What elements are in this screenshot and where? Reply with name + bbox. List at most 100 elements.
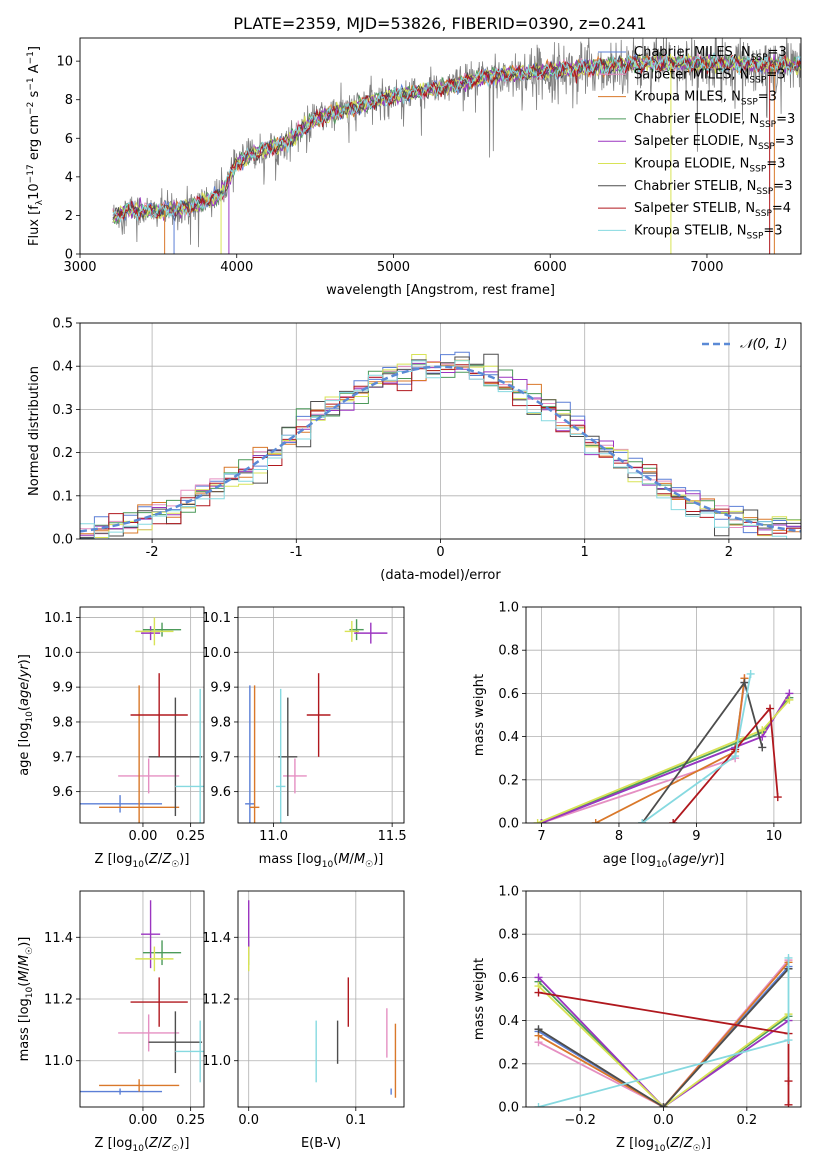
series-chabrier-stelib	[638, 678, 767, 823]
y-tick-label: 9.8	[210, 715, 231, 730]
point-salpeter-elodie	[141, 626, 161, 641]
label-part: Salpeter STELIB, N	[634, 201, 755, 216]
point-chabrier-stelib	[148, 1011, 203, 1074]
y-axis-label: Flux [fλ10−17 erg cm−2 s−1 A−1]	[26, 46, 45, 246]
x-tick-label: 8	[615, 829, 623, 844]
label-part: =3	[766, 67, 785, 82]
x-tick-label: 9	[692, 829, 700, 844]
point-kroupa-miles	[249, 685, 260, 823]
x-tick-label: 7	[537, 829, 545, 844]
y-tick-label: 11.4	[202, 931, 231, 946]
point-salpeter-elodie	[354, 622, 388, 644]
y-tick-label: 11.2	[44, 993, 73, 1008]
mass-age-panel: 11.0 11.5 9.6 9.7 9.8 9.9 10.0 10.1 mass [log10(…	[202, 606, 407, 870]
weight-marker	[758, 726, 767, 735]
y-tick-label: 0.3	[52, 403, 73, 418]
label-part: /	[158, 852, 163, 867]
point-chabrier-miles	[80, 795, 163, 813]
label-part: 10	[322, 860, 334, 870]
point-salpeter-miles	[118, 758, 180, 794]
weight-marker	[784, 1100, 793, 1107]
y-tick-label: 0.1	[52, 489, 73, 504]
label-part: A	[27, 64, 42, 77]
x-axis-label: Z [log10(Z/Z☉)]	[95, 1136, 190, 1154]
y-tick-label: 1.0	[498, 885, 519, 900]
weight-marker	[784, 1036, 793, 1045]
label-part: =3	[766, 157, 785, 172]
point-chabrier-stelib	[148, 697, 203, 817]
label-part: Salpeter MILES, N	[634, 67, 749, 82]
y-axis-label: mass weight	[472, 674, 487, 756]
label-part: 10	[25, 711, 35, 723]
y-tick-label: 10.0	[202, 646, 231, 661]
weight-marker	[785, 695, 794, 704]
point-chabrier-miles	[80, 1088, 163, 1095]
label-part: s	[27, 90, 42, 101]
y-tick-label: 9.8	[52, 715, 73, 730]
label-part: /	[17, 965, 32, 970]
point-chabrier-miles	[245, 685, 255, 823]
weight-lines	[534, 953, 793, 1107]
weight-marker	[534, 1025, 543, 1034]
legend-label-salpeter-elodie: Salpeter ELODIE, NSSP=3	[634, 134, 794, 152]
point-salpeter-stelib	[130, 673, 188, 757]
point-salpeter-stelib	[130, 977, 188, 1027]
label-part: age	[17, 682, 32, 706]
label-part: age	[672, 852, 696, 867]
x-axis-label: mass [log10(M/M☉)]	[259, 852, 384, 870]
y-tick-label: 0.0	[52, 533, 73, 548]
residual-histograms	[80, 351, 801, 539]
weight-marker	[784, 953, 793, 962]
label-part: )]	[714, 852, 724, 867]
y-tick-label: 11.0	[44, 1054, 73, 1069]
y-tick-label: 0.8	[498, 928, 519, 943]
y-tick-label: 0.5	[52, 317, 73, 332]
series-kroupa-elodie	[533, 695, 794, 823]
weight-marker	[534, 973, 543, 982]
label-part: =3	[758, 90, 777, 105]
weight-marker	[731, 752, 740, 761]
z-age-panel: 0.00 0.259.69.79.89.910.010.1Z [log10(Z/Z…	[17, 606, 205, 870]
weight-marker	[638, 819, 647, 823]
label-part: =3	[776, 112, 795, 127]
label-part: yr	[700, 852, 716, 867]
point-chabrier-stelib	[278, 697, 298, 817]
label-part: Chabrier STELIB, N	[634, 179, 756, 194]
label-part: Kroupa ELODIE, N	[634, 157, 749, 172]
weight-line	[538, 961, 790, 1107]
label-part: ☉	[25, 947, 35, 955]
spectrum-lines	[112, 38, 801, 254]
model-line-kroupa-elodie	[112, 53, 801, 223]
axes-frame	[525, 890, 802, 1108]
y-tick-label: 0.6	[498, 971, 519, 986]
y-axis-label: age [log10(age/yr)]	[17, 654, 35, 776]
weight-marker	[746, 669, 755, 678]
y-tick-label: 8	[65, 93, 73, 108]
label-part: )]	[179, 1136, 189, 1151]
x-tick-label: 0.2	[736, 1113, 757, 1128]
x-tick-label: 6000	[534, 260, 567, 275]
label-part: =3	[775, 134, 794, 149]
y-axis-label: mass weight	[472, 958, 487, 1040]
label-part: /	[697, 852, 702, 867]
label-part: ☉	[171, 860, 179, 870]
weight-line	[595, 678, 746, 823]
point-kroupa-elodie	[344, 620, 359, 642]
point-chabrier-elodie	[142, 622, 182, 637]
label-part: yr	[17, 663, 32, 679]
label-part: (	[665, 1136, 670, 1151]
label-part: 10	[656, 860, 668, 870]
legend-label-kroupa-stelib: Kroupa STELIB, NSSP=3	[634, 223, 783, 241]
point-kroupa-stelib	[275, 688, 286, 823]
legend-label-salpeter-stelib: Salpeter STELIB, NSSP=4	[634, 201, 791, 219]
label-part: (	[333, 852, 338, 867]
label-part: SSP	[759, 120, 776, 130]
legend-label-gaussian: 𝒩(0, 1)	[740, 337, 787, 352]
point-kroupa-miles	[99, 1079, 180, 1092]
x-tick-label: 0.1	[345, 1113, 366, 1128]
label-part: (	[17, 982, 32, 987]
spectrum-panel: 3000 4000 5000 6000 7000 0 2 4 6 8 10 wavelength [A…	[26, 37, 802, 298]
y-axis-label: Normed distribution	[27, 366, 42, 496]
